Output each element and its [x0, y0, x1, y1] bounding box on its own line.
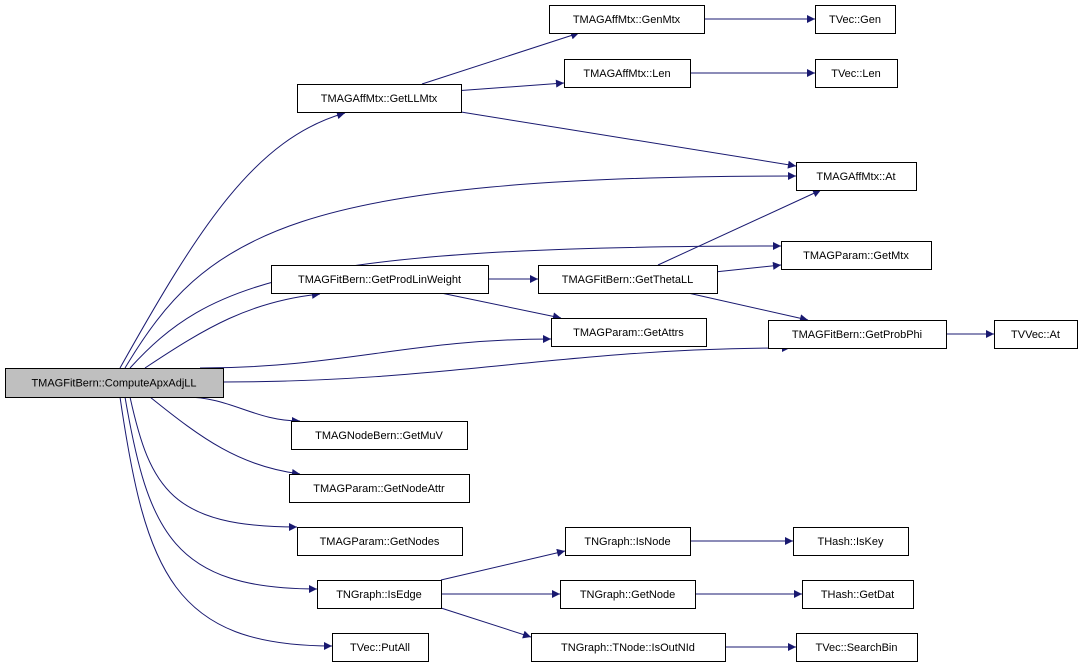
node-box: [994, 320, 1078, 349]
edge-compute-to-getprobphi: [222, 344, 791, 383]
node-getprodlin[interactable]: TMAGFitBern::GetProdLinWeight: [271, 265, 489, 294]
node-getnodeattr[interactable]: TMAGParam::GetNodeAttr: [289, 474, 470, 503]
node-label: TMAGFitBern::ComputeApxAdjLL: [31, 378, 196, 390]
node-label: TMAGAffMtx::At: [816, 171, 895, 183]
node-label: TNGraph::GetNode: [580, 589, 675, 601]
node-isedge[interactable]: TNGraph::IsEdge: [317, 580, 442, 609]
node-tvvecat[interactable]: TVVec::At: [994, 320, 1078, 349]
node-box: [291, 421, 468, 450]
node-box: [289, 474, 470, 503]
node-label: TMAGFitBern::GetProbPhi: [792, 329, 922, 341]
node-box: [332, 633, 429, 662]
node-searchbin[interactable]: TVec::SearchBin: [796, 633, 918, 662]
node-box: [531, 633, 726, 662]
node-box: [560, 580, 696, 609]
edge-compute-to-getattrs: [199, 335, 552, 369]
edge-getllmtx-to-at: [460, 111, 797, 169]
node-len[interactable]: TMAGAffMtx::Len: [564, 59, 691, 88]
edge-getthetall-to-getmtx: [716, 261, 782, 273]
node-label: TMAGNodeBern::GetMuV: [315, 430, 443, 442]
node-label: TMAGFitBern::GetProdLinWeight: [298, 274, 461, 286]
node-box: [297, 527, 463, 556]
node-label: TMAGParam::GetAttrs: [573, 327, 684, 339]
node-label: TNGraph::IsEdge: [336, 589, 422, 601]
node-box: [5, 368, 224, 398]
node-label: TMAGAffMtx::GetLLMtx: [321, 93, 438, 105]
node-putall[interactable]: TVec::PutAll: [332, 633, 429, 662]
node-box: [793, 527, 909, 556]
node-at[interactable]: TMAGAffMtx::At: [796, 162, 917, 191]
edge-compute-to-getmuv: [184, 396, 301, 425]
node-label: TVec::SearchBin: [816, 642, 898, 654]
node-box: [317, 580, 442, 609]
node-label: TVec::PutAll: [350, 642, 410, 654]
node-compute[interactable]: TMAGFitBern::ComputeApxAdjLL: [5, 368, 224, 398]
node-label: TMAGAffMtx::Len: [583, 68, 670, 80]
node-box: [796, 633, 918, 662]
node-tvecgen[interactable]: TVec::Gen: [815, 5, 896, 34]
node-label: TMAGParam::GetMtx: [803, 250, 909, 262]
edge-compute-to-at: [124, 172, 797, 369]
node-label: TMAGFitBern::GetThetaLL: [562, 274, 693, 286]
node-box: [815, 5, 896, 34]
node-label: TNGraph::IsNode: [584, 536, 670, 548]
node-box: [815, 59, 898, 88]
node-label: TMAGAffMtx::GenMtx: [573, 14, 681, 26]
node-tveclen[interactable]: TVec::Len: [815, 59, 898, 88]
node-label: TVec::Len: [831, 68, 881, 80]
node-box: [549, 5, 705, 34]
node-isoutnid[interactable]: TNGraph::TNode::IsOutNId: [531, 633, 726, 662]
edge-compute-to-isedge: [124, 396, 318, 593]
node-getnodes[interactable]: TMAGParam::GetNodes: [297, 527, 463, 556]
node-getllmtx[interactable]: TMAGAffMtx::GetLLMtx: [297, 84, 462, 113]
node-box: [565, 527, 691, 556]
node-getmtx[interactable]: TMAGParam::GetMtx: [781, 241, 932, 270]
node-box: [551, 318, 707, 347]
node-getthetall[interactable]: TMAGFitBern::GetThetaLL: [538, 265, 718, 294]
edge-compute-to-getllmtx: [119, 111, 346, 369]
node-box: [796, 162, 917, 191]
node-getmuv[interactable]: TMAGNodeBern::GetMuV: [291, 421, 468, 450]
node-box: [538, 265, 718, 294]
node-box: [271, 265, 489, 294]
node-label: TVVec::At: [1011, 329, 1060, 341]
node-label: TVec::Gen: [829, 14, 881, 26]
node-box: [297, 84, 462, 113]
edge-compute-to-putall: [119, 396, 333, 650]
node-getattrs[interactable]: TMAGParam::GetAttrs: [551, 318, 707, 347]
node-box: [802, 580, 914, 609]
node-box: [564, 59, 691, 88]
node-label: THash::IsKey: [817, 536, 884, 548]
node-label: TMAGParam::GetNodes: [320, 536, 440, 548]
node-box: [768, 320, 947, 349]
node-label: TNGraph::TNode::IsOutNId: [561, 642, 695, 654]
edge-getthetall-to-getprobphi: [687, 292, 809, 323]
edge-getllmtx-to-genmtx: [421, 31, 580, 85]
edge-isedge-to-isnode: [440, 548, 566, 581]
node-label: TMAGParam::GetNodeAttr: [313, 483, 445, 495]
node-genmtx[interactable]: TMAGAffMtx::GenMtx: [549, 5, 705, 34]
node-iskey[interactable]: THash::IsKey: [793, 527, 909, 556]
node-getprobphi[interactable]: TMAGFitBern::GetProbPhi: [768, 320, 947, 349]
edge-getprodlin-to-getattrs: [440, 292, 562, 321]
edge-isedge-to-isoutnid: [440, 607, 532, 639]
node-isnode[interactable]: TNGraph::IsNode: [565, 527, 691, 556]
edge-compute-to-getprodlin: [144, 290, 321, 369]
node-box: [781, 241, 932, 270]
edge-compute-to-getnodes: [129, 396, 298, 531]
edge-compute-to-getmtx: [129, 242, 782, 369]
edge-compute-to-getnodeattr: [149, 396, 301, 477]
node-getdat[interactable]: THash::GetDat: [802, 580, 914, 609]
node-getnode[interactable]: TNGraph::GetNode: [560, 580, 696, 609]
edge-getllmtx-to-len: [460, 79, 565, 91]
node-label: THash::GetDat: [821, 589, 894, 601]
edge-getthetall-to-at: [657, 189, 822, 266]
